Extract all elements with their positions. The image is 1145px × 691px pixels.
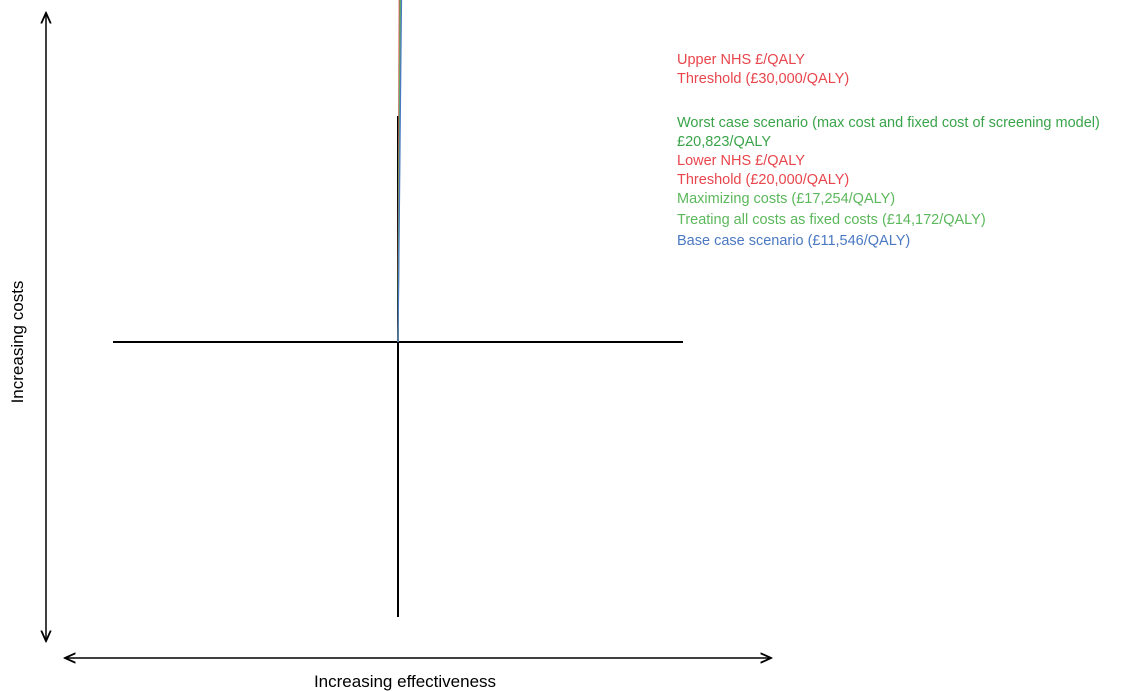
series-line-maximizing-costs — [397, 0, 401, 343]
series-layer: Upper NHS £/QALY Threshold (£30,000/QALY)… — [397, 0, 1100, 343]
x-axis-title: Increasing effectiveness — [314, 672, 496, 691]
label-maximizing-costs-line-1: Maximizing costs (£17,254/QALY) — [677, 191, 895, 207]
label-worst-case-line-2: £20,823/QALY — [677, 134, 771, 150]
series-line-upper-threshold — [397, 0, 400, 343]
series-line-base-case — [397, 0, 403, 343]
series-line-worst-case — [397, 0, 401, 343]
series-line-fixed-costs — [397, 0, 402, 343]
label-fixed-costs-line-1: Treating all costs as fixed costs (£14,1… — [677, 212, 986, 228]
label-lower-threshold-line-1: Lower NHS £/QALY — [677, 153, 805, 169]
label-upper-threshold-line-1: Upper NHS £/QALY — [677, 52, 805, 68]
y-axis-title: Increasing costs — [8, 281, 27, 404]
label-upper-threshold-line-2: Threshold (£30,000/QALY) — [677, 71, 849, 87]
label-base-case-line-1: Base case scenario (£11,546/QALY) — [677, 233, 910, 249]
label-worst-case-line-1: Worst case scenario (max cost and fixed … — [677, 115, 1100, 131]
label-lower-threshold-line-2: Threshold (£20,000/QALY) — [677, 172, 849, 188]
series-line-lower-threshold — [397, 0, 401, 343]
